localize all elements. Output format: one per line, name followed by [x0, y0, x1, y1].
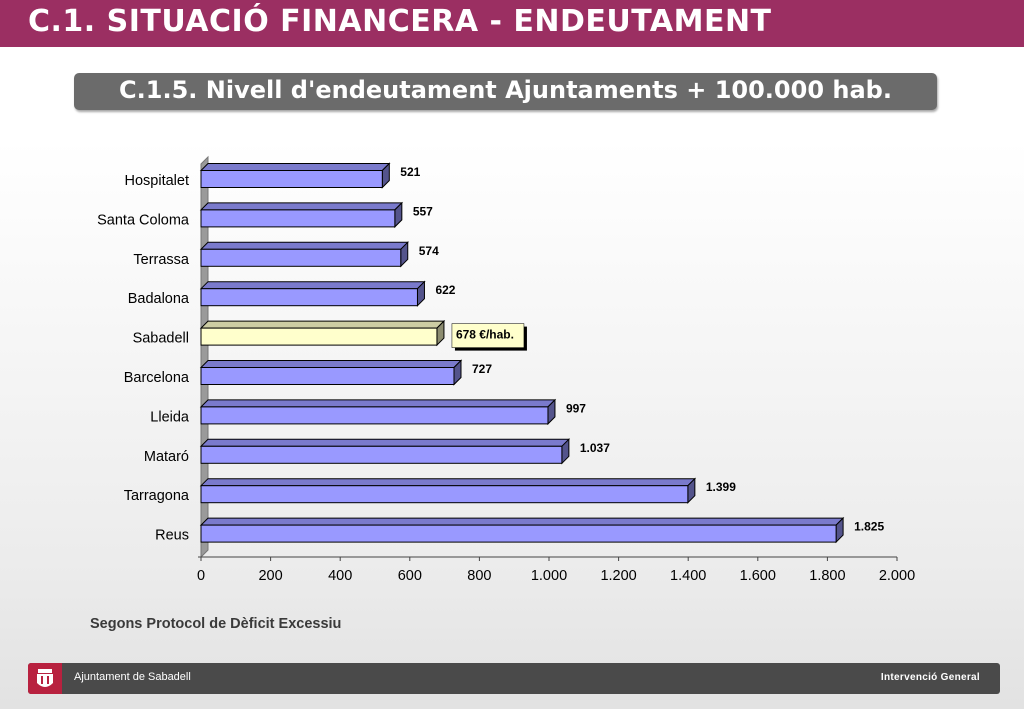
bar	[200, 170, 383, 188]
page-title: C.1. SITUACIÓ FINANCERA - ENDEUTAMENT	[28, 4, 772, 39]
category-label: Tarragona	[124, 488, 190, 504]
bar	[200, 406, 549, 425]
data-label: 1.399	[706, 480, 736, 494]
data-label: 727	[472, 362, 492, 376]
data-label: 997	[566, 401, 586, 415]
category-label: Lleida	[150, 409, 190, 425]
bar-top-face	[199, 163, 391, 171]
bar	[200, 445, 563, 464]
bar-top-face	[199, 202, 404, 211]
chart-subtitle-box: C.1.5. Nivell d'endeutament Ajuntaments …	[74, 73, 937, 110]
bar-chart: 0 200 400 600 800 1.000 1.200 1.400 1.600 1.800 2.…	[97, 155, 915, 584]
organization-name: Ajuntament de Sabadell	[74, 671, 191, 683]
x-tick-label: 800	[467, 568, 491, 584]
category-label: Reus	[155, 528, 189, 544]
bar-top-face	[199, 360, 463, 368]
category-label: Hospitalet	[125, 173, 189, 189]
bar-top-face	[199, 241, 409, 250]
x-tick-label: 1.000	[531, 568, 567, 584]
data-label: 574	[419, 244, 439, 258]
x-tick-label: 2.000	[879, 568, 915, 584]
x-tick-label: 200	[258, 568, 282, 584]
bar-top-face	[199, 320, 446, 329]
header-bar: C.1. SITUACIÓ FINANCERA - ENDEUTAMENT	[0, 0, 1024, 47]
x-tick-label: 1.600	[740, 568, 776, 584]
chart-subtitle: C.1.5. Nivell d'endeutament Ajuntaments …	[119, 76, 892, 104]
x-tick-label: 1.800	[809, 568, 845, 584]
bar-top-face	[199, 438, 571, 447]
bar-top-face	[199, 399, 557, 408]
category-label: Sabadell	[133, 331, 189, 347]
data-label: 1.825	[854, 520, 884, 534]
data-label: 521	[400, 165, 420, 179]
x-tick-label: 400	[328, 568, 352, 584]
category-label: Terrassa	[133, 252, 190, 268]
x-tick-label: 1.400	[670, 568, 706, 584]
data-label: 557	[413, 204, 433, 218]
sabadell-coat-of-arms-icon	[28, 663, 62, 694]
bar-top-face	[199, 517, 845, 526]
bar-top-face	[199, 478, 697, 487]
x-tick-label: 0	[197, 568, 205, 584]
x-tick-label: 600	[398, 568, 422, 584]
data-label-box	[451, 323, 525, 348]
source-note: Segons Protocol de Dèficit Excessiu	[90, 616, 342, 632]
category-label: Badalona	[128, 291, 190, 307]
department-name: Intervenció General	[880, 672, 980, 683]
data-label: 622	[435, 283, 455, 297]
bar	[200, 327, 438, 346]
bar	[200, 485, 689, 504]
bar	[200, 524, 837, 543]
data-label: 1.037	[580, 441, 610, 455]
data-label: 678 €/hab.	[456, 328, 514, 342]
footer-bar: Ajuntament de Sabadell Intervenció Gener…	[28, 663, 1000, 694]
category-label: Barcelona	[124, 370, 190, 386]
bar	[200, 367, 455, 385]
bar	[200, 248, 402, 267]
bar-top-face	[199, 281, 426, 290]
bar	[200, 288, 418, 307]
category-label: Santa Coloma	[97, 212, 190, 228]
category-label: Mataró	[144, 449, 189, 465]
x-tick-label: 1.200	[600, 568, 636, 584]
bar	[200, 209, 396, 228]
